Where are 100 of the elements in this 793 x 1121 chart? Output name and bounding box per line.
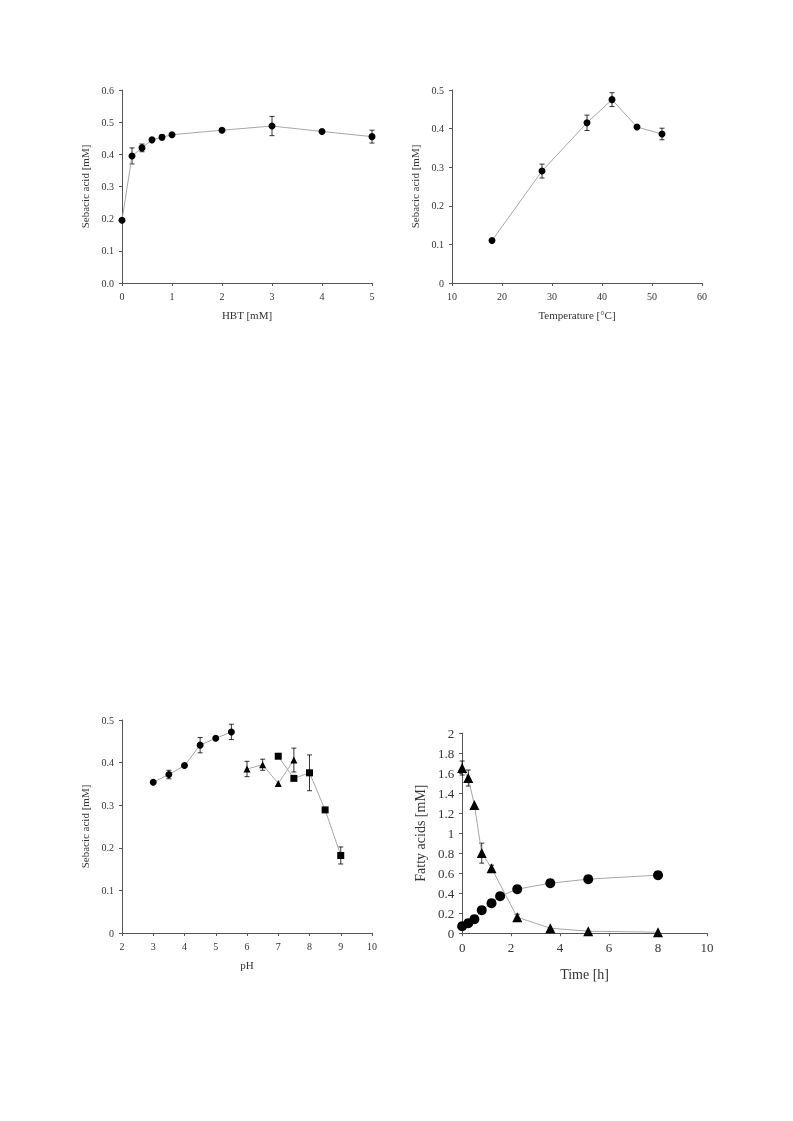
point [218,126,226,134]
y-tick-label: 0.1 [431,238,444,250]
point [463,773,474,784]
x-tick-label: 5 [213,940,219,952]
x-tick-label: 6 [605,940,613,956]
point [476,848,487,859]
x-tick-label: 2 [119,940,125,952]
y-tick-label: 0 [109,927,114,939]
y-tick-label: 0 [447,925,455,941]
point [457,763,468,774]
y-tick-label: 1.2 [437,805,455,821]
y-tick-label: 0.6 [437,865,455,881]
point [149,778,157,786]
y-tick-label: 0.6 [101,84,114,96]
point [118,216,126,224]
x-axis-title: HBT [mM] [221,308,273,321]
point [318,128,326,135]
point [488,237,496,245]
x-tick-label: 60 [697,290,707,302]
point [486,863,497,874]
point [495,891,506,902]
point [321,806,329,814]
point [368,133,376,141]
x-tick-label: 2 [219,290,225,302]
x-tick-label: 40 [597,290,607,302]
y-tick-label: 0.1 [101,245,114,257]
x-tick-label: 20 [497,290,507,302]
point [181,762,188,770]
point [653,927,664,938]
point [212,734,220,742]
x-tick-label: 7 [275,940,281,952]
x-tick-label: 10 [700,940,714,956]
x-tick-label: 6 [244,940,250,952]
x-axis-title: pH [240,958,254,971]
x-tick-label: 10 [447,290,457,302]
y-tick-label: 0.4 [101,148,114,160]
point [274,779,282,787]
y-axis-title: Sebacic acid [mM] [409,144,422,229]
x-tick-label: 50 [647,290,657,302]
y-tick-label: 0.2 [101,213,114,225]
y-tick-label: 0.3 [431,161,444,173]
x-tick-label: 4 [182,940,187,952]
point [274,752,282,760]
x-tick-label: 4 [556,940,564,956]
x-tick-label: 2 [507,940,515,956]
y-tick-label: 0.0 [101,277,114,289]
x-tick-label: 10 [367,940,377,952]
x-tick-label: 0 [458,940,466,956]
y-tick-label: 0.5 [101,116,114,128]
y-tick-label: 0.3 [101,181,114,192]
y-tick-label: 0.5 [101,714,114,726]
point [196,741,204,749]
point [512,912,523,923]
point [290,756,298,764]
point [227,728,235,736]
point [168,131,176,139]
y-tick-label: 0.1 [101,884,114,896]
x-tick-label: 8 [654,940,662,956]
point [469,914,480,925]
x-tick-label: 9 [338,940,344,952]
point [608,96,616,104]
point [653,870,664,881]
point [476,905,487,916]
y-tick-label: 0.8 [437,845,455,861]
x-axis-title: Temperature [°C] [538,308,616,321]
y-tick-label: 0 [439,277,444,289]
y-tick-label: 1 [447,825,455,841]
y-tick-label: 0.5 [431,84,444,96]
x-tick-label: 5 [369,290,375,302]
point [583,926,594,937]
x-tick-label: 3 [269,290,275,302]
x-tick-label: 1 [169,290,175,302]
y-tick-label: 0.4 [437,885,455,901]
y-tick-label: 0.4 [101,757,114,769]
y-axis-title: Sebacic acid [mM] [79,144,92,229]
point [337,851,345,859]
y-tick-label: 0.2 [101,842,114,854]
y-tick-label: 1.8 [437,745,455,761]
point [512,884,523,895]
x-tick-label: 30 [547,290,557,302]
point [545,923,556,934]
y-axis-title: Sebacic acid [mM] [79,784,92,869]
y-tick-label: 0.2 [437,905,455,921]
x-tick-label: 0 [119,290,125,302]
point [583,119,591,127]
point [583,874,594,885]
point [306,769,313,777]
y-tick-label: 1.6 [437,765,455,781]
x-axis-title: Time [h] [560,966,610,982]
y-tick-label: 1.4 [437,785,455,801]
y-tick-label: 0.3 [101,799,114,811]
point [545,878,556,889]
y-tick-label: 2 [447,725,455,741]
x-tick-label: 8 [307,940,312,952]
point [486,898,497,909]
y-axis-title: Fatty acids [mM] [412,784,428,882]
x-tick-label: 4 [319,290,325,302]
x-tick-label: 3 [150,940,156,952]
point [243,765,251,773]
point [469,800,480,811]
